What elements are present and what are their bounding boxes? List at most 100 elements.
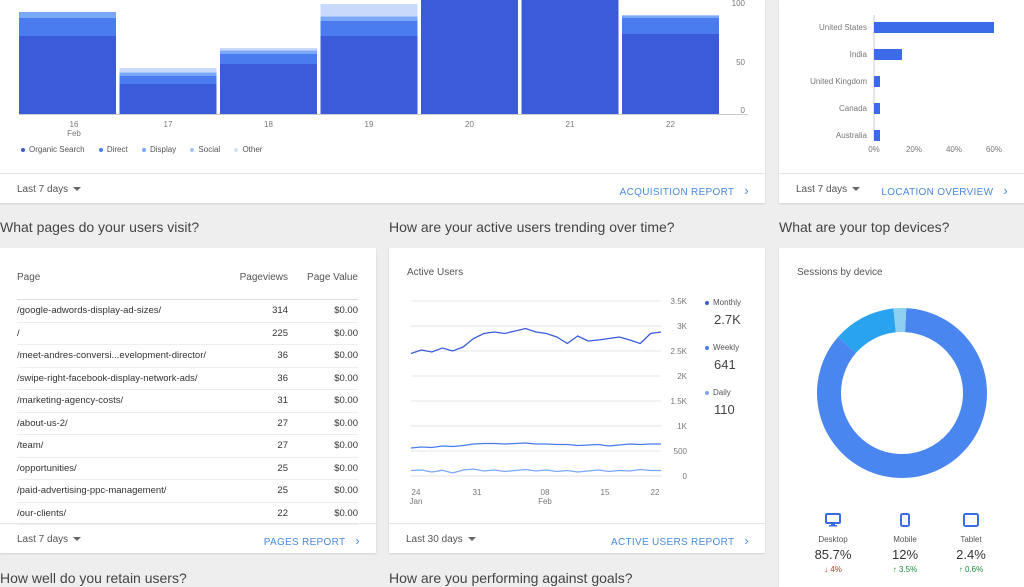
acquisition-report-link[interactable]: ACQUISITION REPORT ›: [619, 183, 749, 198]
page-path[interactable]: /paid-advertising-ppc-management/: [17, 479, 208, 503]
x-tick-label: 08: [541, 488, 550, 497]
legend-value: 641: [714, 357, 736, 372]
bar-organic-search[interactable]: [521, 0, 619, 114]
page-path[interactable]: /about-us-2/: [17, 412, 208, 435]
bar-india[interactable]: [874, 49, 902, 60]
mobile-icon: [900, 513, 910, 527]
pageviews-value: 27: [208, 412, 288, 435]
pageviews-value: 225: [208, 322, 288, 345]
page-path[interactable]: /team/: [17, 434, 208, 458]
table-row[interactable]: /paid-advertising-ppc-management/25 $0.00: [17, 479, 358, 503]
bar-display[interactable]: [622, 16, 719, 18]
table-row[interactable]: /google-adwords-display-ad-sizes/314 $0.0…: [17, 299, 358, 323]
page-path[interactable]: /meet-andres-conversi...evelopment-direc…: [17, 344, 208, 368]
devices-card: Sessions by device Desktop 85.7% ↓ 4% Mo…: [779, 248, 1024, 587]
bar-australia[interactable]: [874, 130, 880, 141]
pageviews-value: 36: [208, 367, 288, 390]
bar-organic-search[interactable]: [320, 36, 418, 114]
x-tick-label: Feb: [538, 497, 552, 506]
x-tick-label: 40%: [946, 145, 962, 154]
slice-desktop[interactable]: [817, 308, 987, 478]
bar-other[interactable]: [220, 48, 317, 50]
date-range-dropdown[interactable]: Last 7 days: [17, 184, 82, 195]
device-tablet: Tablet 2.4% ↑ 0.6%: [941, 513, 1001, 574]
legend-item-other: Other: [234, 145, 262, 154]
slice-mobile[interactable]: [837, 308, 897, 354]
active-users-card: Active Users 3.5K 3K 2.5K 2K 1.5K 1K 500 0 24 Jan…: [389, 248, 765, 553]
table-row[interactable]: /225 $0.00: [17, 322, 358, 345]
y-tick-label: 500: [674, 447, 688, 456]
category-label: India: [850, 50, 868, 59]
page-path[interactable]: /opportunities/: [17, 457, 208, 480]
date-range-dropdown[interactable]: Last 7 days: [796, 184, 861, 195]
page-value: $0.00: [288, 457, 358, 480]
bar-direct[interactable]: [19, 18, 116, 36]
legend-item-display: Display: [141, 145, 176, 154]
location-chart: United States India United Kingdom Canada Au…: [810, 15, 1002, 154]
bar-organic-search[interactable]: [622, 34, 719, 114]
date-range-dropdown[interactable]: Last 7 days: [17, 534, 82, 545]
line-monthly[interactable]: [410, 327, 662, 355]
page-path[interactable]: /marketing-agency-costs/: [17, 389, 208, 413]
bar-social[interactable]: [622, 15, 719, 16]
table-row[interactable]: /about-us-2/27 $0.00: [17, 412, 358, 435]
bar-united-states[interactable]: [874, 22, 994, 33]
bar-united-kingdom[interactable]: [874, 76, 880, 87]
bar-direct[interactable]: [220, 54, 317, 64]
bar-social[interactable]: [320, 16, 418, 17]
page-path[interactable]: /swipe-right-facebook-display-network-ad…: [17, 367, 208, 390]
x-tick-label: Jan: [410, 497, 423, 506]
table-row[interactable]: /opportunities/25 $0.00: [17, 457, 358, 480]
table-row[interactable]: /our-clients/22 $0.00: [17, 502, 358, 525]
table-row[interactable]: /swipe-right-facebook-display-network-ad…: [17, 367, 358, 390]
date-range-dropdown[interactable]: Last 30 days: [406, 534, 476, 545]
page-path[interactable]: /: [17, 322, 208, 345]
tablet-icon: [963, 513, 979, 527]
location-overview-link[interactable]: LOCATION OVERVIEW ›: [881, 183, 1008, 198]
line-weekly[interactable]: [410, 442, 661, 449]
bar-display[interactable]: [320, 17, 418, 21]
active-users-report-link[interactable]: ACTIVE USERS REPORT ›: [611, 533, 749, 548]
line-daily[interactable]: [410, 468, 661, 474]
table-row[interactable]: /team/27 $0.00: [17, 434, 358, 458]
x-tick-label: 22: [651, 488, 660, 497]
bar-display[interactable]: [220, 51, 317, 54]
bar-organic-search[interactable]: [19, 36, 116, 114]
devices-title: Sessions by device: [797, 267, 883, 278]
caret-down-icon: [73, 187, 82, 192]
page-value: $0.00: [288, 344, 358, 368]
pageviews-value: 27: [208, 434, 288, 458]
chevron-right-icon: ›: [744, 533, 749, 548]
legend-value: 2.7K: [714, 312, 741, 327]
page-value: $0.00: [288, 322, 358, 345]
pageviews-value: 31: [208, 389, 288, 413]
category-label: Canada: [839, 104, 868, 113]
page-path[interactable]: /our-clients/: [17, 502, 208, 525]
bar-organic-search[interactable]: [220, 64, 317, 114]
device-change: ↓ 4%: [824, 565, 842, 574]
page-path[interactable]: /google-adwords-display-ad-sizes/: [17, 299, 208, 323]
bar-other[interactable]: [320, 4, 418, 16]
acquisition-card: 16 Feb 17 18 19 20 21 22 100 50 0 Organic Search D…: [0, 0, 765, 203]
bar-canada[interactable]: [874, 103, 880, 114]
bar-direct[interactable]: [622, 18, 719, 34]
pageviews-value: 25: [208, 479, 288, 503]
pages-report-link[interactable]: PAGES REPORT ›: [263, 533, 360, 548]
bar-social[interactable]: [119, 72, 217, 73]
legend-name: Monthly: [713, 298, 742, 307]
bar-other[interactable]: [119, 68, 217, 72]
table-row[interactable]: /marketing-agency-costs/31 $0.00: [17, 389, 358, 413]
bar-organic-search[interactable]: [119, 84, 217, 114]
bar-organic-search[interactable]: [421, 0, 518, 114]
legend-dot: [705, 300, 709, 305]
bar-direct[interactable]: [320, 21, 418, 36]
y-tick-label: 2K: [677, 372, 687, 381]
bar-display[interactable]: [119, 73, 217, 76]
bar-display[interactable]: [19, 12, 116, 18]
table-row[interactable]: /meet-andres-conversi...evelopment-direc…: [17, 344, 358, 368]
caret-down-icon: [852, 187, 861, 192]
bar-direct[interactable]: [119, 76, 217, 84]
bar-social[interactable]: [220, 50, 317, 51]
caret-down-icon: [467, 537, 476, 542]
